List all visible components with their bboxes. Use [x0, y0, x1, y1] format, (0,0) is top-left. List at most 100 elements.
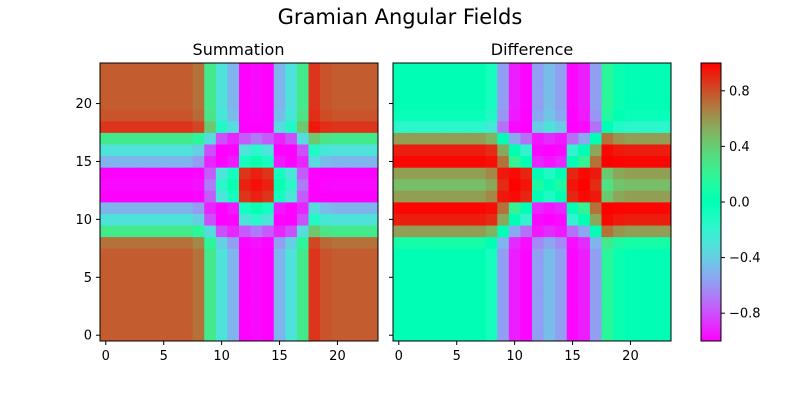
heatmap-cell: [520, 329, 533, 342]
heatmap-cell: [296, 86, 309, 99]
heatmap-cell: [366, 329, 379, 342]
heatmap-cell: [416, 86, 429, 99]
heatmap-cell: [366, 97, 379, 110]
heatmap-cell: [485, 202, 498, 214]
heatmap-cell: [157, 225, 170, 238]
heatmap-cell: [578, 283, 591, 296]
heatmap-cell: [497, 271, 510, 284]
heatmap-cell: [393, 213, 405, 226]
heatmap-cell: [636, 74, 649, 87]
heatmap-cell: [450, 190, 463, 203]
heatmap-cell: [555, 236, 568, 249]
heatmap-cell: [239, 259, 251, 272]
heatmap-cell: [474, 236, 487, 249]
heatmap-cell: [497, 306, 510, 319]
heatmap-cell: [497, 144, 510, 157]
heatmap-cell: [215, 259, 228, 272]
heatmap-cell: [508, 236, 521, 249]
heatmap-cell: [439, 259, 452, 272]
heatmap-cell: [450, 294, 463, 307]
heatmap-cell: [404, 259, 417, 272]
heatmap-cell: [354, 225, 367, 238]
heatmap-cell: [659, 109, 672, 122]
x-tick-label: 20: [329, 349, 346, 364]
heatmap-cell: [204, 109, 217, 122]
heatmap-cell: [308, 317, 321, 330]
heatmap-cell: [636, 155, 649, 168]
heatmap-cell: [285, 132, 298, 145]
heatmap-cell: [123, 86, 136, 99]
heatmap-cell: [624, 202, 637, 214]
heatmap-cell: [416, 283, 429, 296]
heatmap-cell: [100, 213, 112, 226]
heatmap-cell: [227, 317, 240, 330]
heatmap-cell: [354, 271, 367, 284]
heatmap-cell: [111, 178, 124, 191]
heatmap-cell: [497, 294, 510, 307]
heatmap-cell: [416, 144, 429, 157]
heatmap-cell: [636, 317, 649, 330]
heatmap-cell: [532, 202, 544, 214]
heatmap-cell: [450, 63, 463, 75]
heatmap-cell: [589, 155, 602, 168]
heatmap-cell: [416, 259, 429, 272]
heatmap-cell: [427, 329, 440, 342]
heatmap-cell: [227, 109, 240, 122]
heatmap-cell: [508, 213, 521, 226]
heatmap-cell: [331, 144, 344, 157]
heatmap-cell: [543, 155, 556, 168]
heatmap-cell: [100, 74, 112, 87]
heatmap-cell: [320, 236, 333, 249]
heatmap-cell: [566, 236, 579, 249]
heatmap-cell: [169, 190, 182, 203]
heatmap-cell: [393, 329, 405, 342]
heatmap-cell: [566, 248, 579, 261]
heatmap-cell: [273, 202, 286, 214]
heatmap-cell: [227, 213, 240, 226]
heatmap-cell: [636, 178, 649, 191]
heatmap-cell: [427, 63, 440, 75]
heatmap-cell: [578, 294, 591, 307]
heatmap-cell: [111, 120, 124, 133]
heatmap-cell: [204, 74, 217, 87]
heatmap-cell: [134, 144, 147, 157]
heatmap-cell: [250, 225, 263, 238]
heatmap-cell: [146, 317, 159, 330]
heatmap-cell: [111, 86, 124, 99]
heatmap-cell: [404, 63, 417, 75]
heatmap-cell: [331, 213, 344, 226]
heatmap-cell: [555, 74, 568, 87]
heatmap-cell: [331, 74, 344, 87]
heatmap-cell: [343, 178, 356, 191]
heatmap-cell: [250, 144, 263, 157]
heatmap-cell: [450, 317, 463, 330]
heatmap-cell: [262, 248, 275, 261]
heatmap-cell: [659, 213, 672, 226]
heatmap-cell: [111, 294, 124, 307]
heatmap-cell: [111, 259, 124, 272]
heatmap-cell: [320, 271, 333, 284]
heatmap-cell: [111, 155, 124, 168]
heatmap-cell: [474, 225, 487, 238]
heatmap-cell: [100, 294, 112, 307]
heatmap-cell: [273, 63, 286, 75]
heatmap-cell: [262, 63, 275, 75]
heatmap-cell: [613, 190, 626, 203]
heatmap-cell: [427, 144, 440, 157]
heatmap-cell: [578, 167, 591, 180]
heatmap-cell: [192, 329, 205, 342]
heatmap-cell: [647, 190, 660, 203]
heatmap-cell: [485, 120, 498, 133]
y-tick-label: 0: [84, 329, 92, 344]
summation-frame: [99, 62, 379, 342]
heatmap-cell: [659, 329, 672, 342]
heatmap-cell: [296, 109, 309, 122]
heatmap-cell: [111, 248, 124, 261]
heatmap-cell: [659, 317, 672, 330]
heatmap-cell: [474, 213, 487, 226]
heatmap-cell: [427, 178, 440, 191]
heatmap-cell: [123, 63, 136, 75]
heatmap-cell: [239, 202, 251, 214]
heatmap-cell: [520, 178, 533, 191]
heatmap-cell: [578, 97, 591, 110]
